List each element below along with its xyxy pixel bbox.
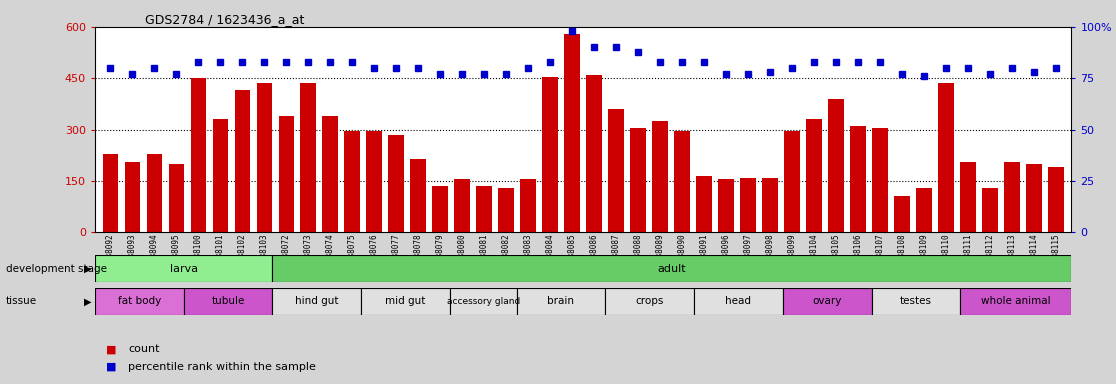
Bar <box>1048 167 1064 232</box>
Bar <box>894 196 910 232</box>
Bar <box>433 186 448 232</box>
Bar <box>272 255 1071 282</box>
Text: development stage: development stage <box>6 264 107 274</box>
Bar <box>146 154 162 232</box>
Bar <box>300 83 316 232</box>
Text: head: head <box>725 296 751 306</box>
Bar <box>694 288 782 315</box>
Bar <box>234 90 250 232</box>
Bar <box>785 131 800 232</box>
Bar <box>454 179 470 232</box>
Bar <box>740 177 756 232</box>
Text: ■: ■ <box>106 344 116 354</box>
Bar <box>961 288 1071 315</box>
Bar <box>1027 164 1041 232</box>
Text: tissue: tissue <box>6 296 37 306</box>
Bar <box>807 119 821 232</box>
Text: crops: crops <box>635 296 664 306</box>
Text: mid gut: mid gut <box>385 296 425 306</box>
Text: adult: adult <box>657 264 686 274</box>
Bar <box>828 99 844 232</box>
Bar <box>520 179 536 232</box>
Bar <box>499 188 513 232</box>
Text: fat body: fat body <box>117 296 161 306</box>
Bar <box>542 76 558 232</box>
Bar <box>411 159 426 232</box>
Bar <box>388 135 404 232</box>
Bar <box>605 288 694 315</box>
Text: GDS2784 / 1623436_a_at: GDS2784 / 1623436_a_at <box>145 13 305 26</box>
Bar <box>608 109 624 232</box>
Bar <box>95 288 184 315</box>
Text: ■: ■ <box>106 362 116 372</box>
Bar <box>184 288 272 315</box>
Bar <box>125 162 140 232</box>
Bar <box>850 126 866 232</box>
Bar <box>95 255 272 282</box>
Bar <box>366 131 382 232</box>
Text: ▶: ▶ <box>84 264 92 274</box>
Bar <box>191 78 206 232</box>
Bar <box>103 154 118 232</box>
Bar <box>345 131 359 232</box>
Bar <box>279 116 294 232</box>
Bar <box>169 164 184 232</box>
Bar <box>362 288 450 315</box>
Text: whole animal: whole animal <box>981 296 1050 306</box>
Bar <box>696 176 712 232</box>
Text: percentile rank within the sample: percentile rank within the sample <box>128 362 316 372</box>
Bar <box>323 116 338 232</box>
Text: hind gut: hind gut <box>295 296 338 306</box>
Bar <box>872 288 961 315</box>
Bar <box>450 288 517 315</box>
Bar <box>517 288 605 315</box>
Text: accessory gland: accessory gland <box>446 297 520 306</box>
Bar <box>586 75 602 232</box>
Text: larva: larva <box>170 264 198 274</box>
Bar <box>653 121 667 232</box>
Bar <box>477 186 492 232</box>
Bar <box>631 128 646 232</box>
Text: count: count <box>128 344 160 354</box>
Bar <box>674 131 690 232</box>
Text: ▶: ▶ <box>84 296 92 306</box>
Bar <box>257 83 272 232</box>
Bar <box>762 177 778 232</box>
Bar <box>916 188 932 232</box>
Bar <box>719 179 733 232</box>
Text: tubule: tubule <box>211 296 244 306</box>
Text: brain: brain <box>548 296 575 306</box>
Bar <box>1004 162 1020 232</box>
Text: testes: testes <box>899 296 932 306</box>
Bar <box>565 34 580 232</box>
Bar <box>272 288 362 315</box>
Bar <box>939 83 954 232</box>
Bar <box>982 188 998 232</box>
Text: ovary: ovary <box>812 296 841 306</box>
Bar <box>960 162 975 232</box>
Bar <box>873 128 887 232</box>
Bar <box>212 119 228 232</box>
Bar <box>782 288 872 315</box>
